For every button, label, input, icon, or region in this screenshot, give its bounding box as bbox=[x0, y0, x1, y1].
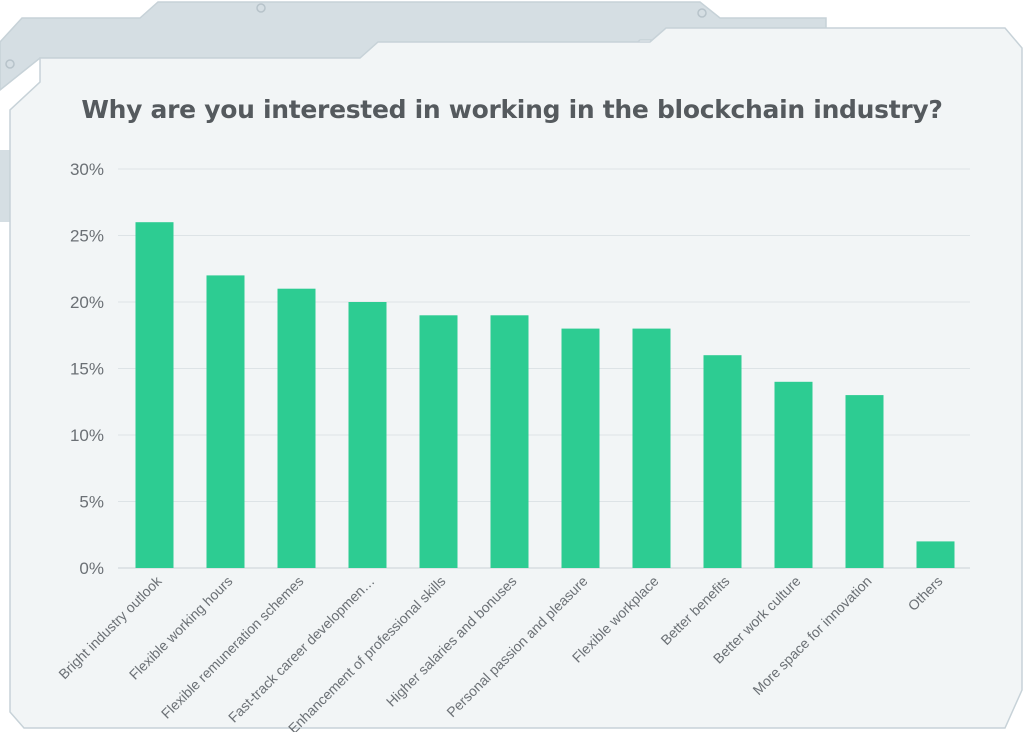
bar bbox=[916, 541, 955, 568]
x-category-label: Others bbox=[905, 573, 946, 614]
y-tick-label: 15% bbox=[70, 360, 104, 379]
gridlines bbox=[118, 168, 970, 569]
bar bbox=[490, 315, 529, 568]
bar bbox=[419, 315, 458, 568]
chart-title: Why are you interested in working in the… bbox=[81, 95, 943, 124]
y-tick-label: 20% bbox=[70, 293, 104, 312]
y-tick-label: 30% bbox=[70, 160, 104, 179]
rivet-dot bbox=[697, 8, 707, 18]
x-category-label: Better benefits bbox=[657, 573, 732, 648]
y-tick-label: 0% bbox=[79, 559, 104, 578]
y-axis-ticks: 0% 5% 10% 15% 20% 25% 30% bbox=[70, 160, 104, 578]
x-category-label: Personal passion and pleasure bbox=[443, 573, 590, 720]
bar bbox=[845, 395, 884, 568]
y-tick-label: 25% bbox=[70, 227, 104, 246]
bar bbox=[561, 328, 600, 568]
x-category-label: Flexible remuneration schemes bbox=[158, 573, 307, 722]
x-category-label: More space for innovation bbox=[749, 573, 874, 698]
bar bbox=[774, 381, 813, 568]
x-category-label: Enhancement of professional skills bbox=[285, 573, 449, 732]
y-tick-label: 10% bbox=[70, 426, 104, 445]
rivet-dot bbox=[5, 59, 15, 69]
x-category-label: Fast-track career developmen… bbox=[225, 573, 378, 726]
bar bbox=[703, 355, 742, 568]
bar bbox=[135, 222, 174, 568]
x-category-label: Higher salaries and bonuses bbox=[383, 573, 520, 710]
bars bbox=[135, 222, 955, 568]
bar bbox=[348, 302, 387, 568]
rivet-dot bbox=[256, 3, 266, 13]
bar bbox=[632, 328, 671, 568]
bar bbox=[277, 288, 316, 568]
y-tick-label: 5% bbox=[79, 493, 104, 512]
bar bbox=[206, 275, 245, 568]
